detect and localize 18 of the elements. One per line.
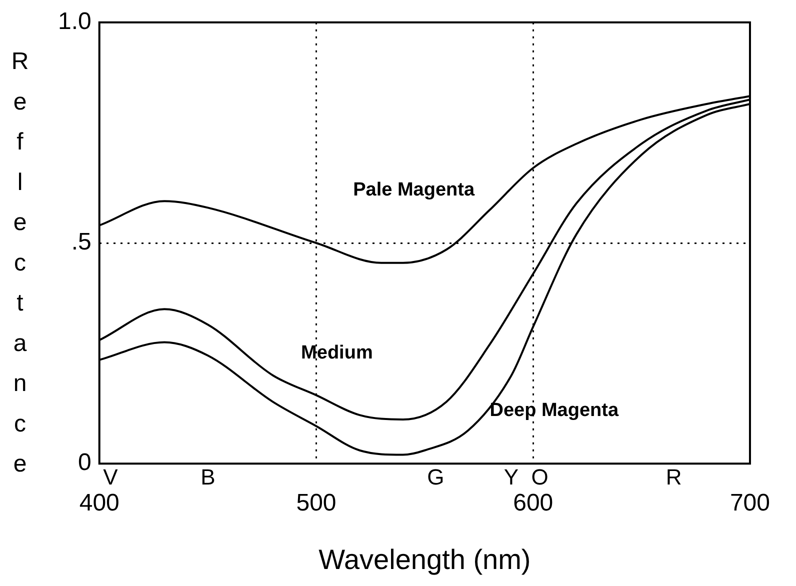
series-label: Pale Magenta	[353, 179, 475, 200]
text: Reflectance	[11, 48, 29, 478]
y-tick-label: .5	[71, 228, 92, 256]
x-tick-label: 400	[79, 490, 120, 517]
y-tick-label: 0	[78, 449, 92, 476]
text: O	[531, 464, 548, 490]
x-axis-title: Wavelength (nm)	[318, 544, 531, 575]
text: V	[103, 464, 118, 490]
text: G	[427, 464, 444, 490]
y-tick-label: 1.0	[58, 8, 92, 36]
text: R	[666, 464, 682, 490]
x-tick-label: 600	[513, 490, 554, 517]
series-label: Medium	[301, 342, 373, 364]
x-tick-label: 700	[730, 490, 770, 517]
text: Y	[504, 464, 519, 490]
series-label: Deep Magenta	[490, 400, 619, 421]
x-tick-label: 500	[296, 490, 336, 517]
text: B	[200, 464, 216, 490]
